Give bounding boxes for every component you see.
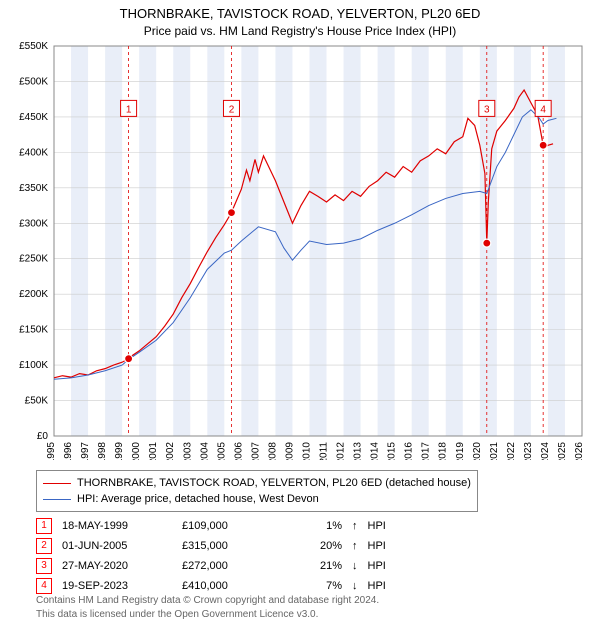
svg-text:2001: 2001 xyxy=(148,442,159,460)
tx-index-badge: 3 xyxy=(36,558,52,574)
tx-date: 01-JUN-2005 xyxy=(62,536,182,556)
svg-text:2009: 2009 xyxy=(284,442,295,460)
svg-text:2024: 2024 xyxy=(540,442,551,460)
svg-text:2004: 2004 xyxy=(199,442,210,460)
svg-text:2011: 2011 xyxy=(319,442,330,460)
footer-line2: This data is licensed under the Open Gov… xyxy=(36,609,318,620)
svg-text:2010: 2010 xyxy=(301,442,312,460)
legend-label: THORNBRAKE, TAVISTOCK ROAD, YELVERTON, P… xyxy=(77,475,471,491)
footer-line1: Contains HM Land Registry data © Crown c… xyxy=(36,595,379,606)
svg-text:2026: 2026 xyxy=(574,442,585,460)
legend-item: THORNBRAKE, TAVISTOCK ROAD, YELVERTON, P… xyxy=(43,475,471,491)
tx-direction: ↓ xyxy=(352,556,368,576)
svg-text:2023: 2023 xyxy=(523,442,534,460)
tx-date: 18-MAY-1999 xyxy=(62,516,182,536)
svg-text:£250K: £250K xyxy=(19,254,48,265)
tx-pct: 7% xyxy=(282,576,352,596)
price-chart: £0 £50K £100K £150K £200K £250K £300K £350K £400… xyxy=(0,0,600,460)
svg-text:1998: 1998 xyxy=(97,442,108,460)
tx-note: HPI xyxy=(368,536,396,556)
svg-text:2016: 2016 xyxy=(404,442,415,460)
svg-text:£50K: £50K xyxy=(25,396,49,407)
tx-note: HPI xyxy=(368,576,396,596)
svg-text:£550K: £550K xyxy=(19,41,48,52)
svg-text:2021: 2021 xyxy=(489,442,500,460)
svg-text:£100K: £100K xyxy=(19,360,48,371)
svg-text:£200K: £200K xyxy=(19,289,48,300)
legend-swatch xyxy=(43,499,71,500)
svg-text:2: 2 xyxy=(229,104,235,115)
tx-price: £272,000 xyxy=(182,556,282,576)
svg-text:2025: 2025 xyxy=(557,442,568,460)
legend-item: HPI: Average price, detached house, West… xyxy=(43,491,471,507)
tx-price: £410,000 xyxy=(182,576,282,596)
svg-text:2013: 2013 xyxy=(353,442,364,460)
svg-text:2003: 2003 xyxy=(182,442,193,460)
transaction-row: 3 27-MAY-2020£272,00021%↓HPI xyxy=(36,556,396,576)
transactions-table: 118-MAY-1999£109,0001%↑HPI201-JUN-2005£3… xyxy=(36,516,396,596)
chart-legend: THORNBRAKE, TAVISTOCK ROAD, YELVERTON, P… xyxy=(36,470,478,512)
svg-text:2008: 2008 xyxy=(267,442,278,460)
svg-text:£300K: £300K xyxy=(19,218,48,229)
svg-text:2012: 2012 xyxy=(336,442,347,460)
svg-text:1995: 1995 xyxy=(46,442,57,460)
svg-text:2007: 2007 xyxy=(250,442,261,460)
tx-note: HPI xyxy=(368,556,396,576)
legend-label: HPI: Average price, detached house, West… xyxy=(77,491,319,507)
svg-text:2018: 2018 xyxy=(438,442,449,460)
tx-index-badge: 1 xyxy=(36,518,52,534)
svg-text:1997: 1997 xyxy=(80,442,91,460)
transaction-row: 1 18-MAY-1999£109,0001%↑HPI xyxy=(36,516,396,536)
tx-pct: 21% xyxy=(282,556,352,576)
tx-index-badge: 4 xyxy=(36,578,52,594)
svg-text:2006: 2006 xyxy=(233,442,244,460)
transaction-row: 4 19-SEP-2023£410,0007%↓HPI xyxy=(36,576,396,596)
tx-direction: ↑ xyxy=(352,516,368,536)
svg-text:2005: 2005 xyxy=(216,442,227,460)
tx-date: 27-MAY-2020 xyxy=(62,556,182,576)
svg-text:£350K: £350K xyxy=(19,183,48,194)
svg-text:£400K: £400K xyxy=(19,147,48,158)
svg-text:£150K: £150K xyxy=(19,325,48,336)
svg-text:1996: 1996 xyxy=(63,442,74,460)
tx-price: £315,000 xyxy=(182,536,282,556)
legend-swatch xyxy=(43,483,71,484)
svg-text:1: 1 xyxy=(126,104,132,115)
tx-price: £109,000 xyxy=(182,516,282,536)
tx-direction: ↓ xyxy=(352,576,368,596)
svg-text:£450K: £450K xyxy=(19,112,48,123)
svg-text:2020: 2020 xyxy=(472,442,483,460)
svg-text:2017: 2017 xyxy=(421,442,432,460)
tx-pct: 1% xyxy=(282,516,352,536)
svg-text:2014: 2014 xyxy=(370,442,381,460)
tx-index-badge: 2 xyxy=(36,538,52,554)
svg-text:2022: 2022 xyxy=(506,442,517,460)
transaction-row: 2 01-JUN-2005£315,00020%↑HPI xyxy=(36,536,396,556)
svg-text:1999: 1999 xyxy=(114,442,125,460)
svg-text:2000: 2000 xyxy=(131,442,142,460)
svg-text:3: 3 xyxy=(484,104,490,115)
tx-note: HPI xyxy=(368,516,396,536)
svg-text:£0: £0 xyxy=(37,431,49,442)
svg-text:£500K: £500K xyxy=(19,76,48,87)
svg-text:4: 4 xyxy=(540,104,546,115)
tx-direction: ↑ xyxy=(352,536,368,556)
footer-attribution: Contains HM Land Registry data © Crown c… xyxy=(36,594,379,621)
svg-text:2002: 2002 xyxy=(165,442,176,460)
tx-date: 19-SEP-2023 xyxy=(62,576,182,596)
svg-text:2019: 2019 xyxy=(455,442,466,460)
svg-text:2015: 2015 xyxy=(387,442,398,460)
tx-pct: 20% xyxy=(282,536,352,556)
